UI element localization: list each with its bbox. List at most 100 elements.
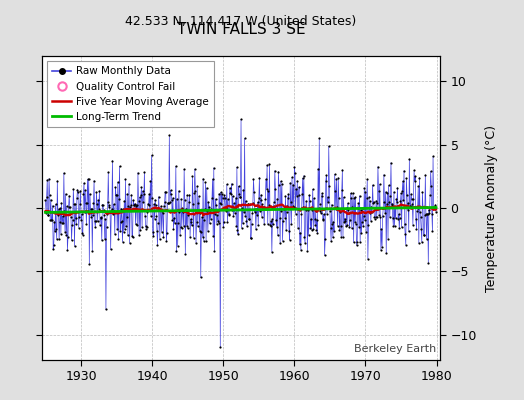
- Point: [234, 231, 242, 238]
- Point: [75, 201, 84, 207]
- Point: [140, 191, 148, 197]
- Point: [311, 222, 319, 228]
- Point: [323, 210, 331, 217]
- Point: [395, 225, 403, 232]
- Point: [216, 344, 224, 350]
- Point: [70, 200, 78, 207]
- Point: [129, 201, 138, 208]
- Point: [195, 227, 204, 234]
- Point: [82, 220, 91, 227]
- Point: [353, 242, 361, 248]
- Point: [110, 208, 118, 214]
- Point: [116, 228, 124, 234]
- Point: [78, 230, 86, 236]
- Point: [413, 204, 422, 211]
- Point: [212, 202, 220, 208]
- Point: [336, 209, 344, 216]
- Point: [255, 195, 263, 201]
- Point: [174, 219, 182, 226]
- Point: [179, 223, 188, 229]
- Point: [377, 226, 386, 232]
- Point: [256, 197, 265, 204]
- Point: [335, 226, 344, 233]
- Point: [376, 214, 385, 220]
- Point: [288, 174, 296, 180]
- Point: [288, 203, 297, 210]
- Point: [324, 143, 333, 150]
- Point: [198, 234, 206, 240]
- Point: [390, 223, 399, 229]
- Point: [344, 206, 353, 213]
- Point: [79, 232, 87, 238]
- Point: [60, 170, 68, 176]
- Point: [301, 240, 309, 246]
- Point: [282, 208, 291, 215]
- Point: [264, 188, 272, 194]
- Point: [359, 223, 367, 229]
- Point: [406, 203, 414, 209]
- Point: [375, 212, 384, 218]
- Point: [92, 189, 101, 195]
- Point: [188, 222, 196, 229]
- Point: [326, 225, 335, 231]
- Point: [266, 222, 274, 228]
- Point: [59, 220, 68, 226]
- Point: [88, 248, 96, 254]
- Point: [249, 200, 257, 206]
- Point: [300, 234, 309, 240]
- Point: [381, 210, 389, 216]
- Point: [65, 192, 73, 199]
- Point: [42, 210, 50, 216]
- Point: [315, 201, 324, 208]
- Point: [190, 234, 198, 241]
- Point: [48, 202, 57, 209]
- Point: [156, 236, 164, 242]
- Point: [322, 178, 330, 184]
- Point: [333, 223, 342, 229]
- Point: [129, 197, 137, 203]
- Point: [91, 218, 99, 224]
- Point: [299, 175, 307, 181]
- Point: [136, 227, 145, 234]
- Point: [289, 182, 298, 188]
- Point: [283, 203, 291, 209]
- Point: [170, 215, 178, 221]
- Point: [407, 191, 416, 197]
- Point: [353, 238, 362, 245]
- Point: [287, 221, 296, 227]
- Point: [377, 247, 385, 253]
- Point: [202, 237, 210, 244]
- Point: [151, 201, 160, 208]
- Point: [252, 206, 260, 212]
- Point: [351, 219, 359, 225]
- Point: [161, 188, 169, 195]
- Point: [346, 190, 355, 196]
- Point: [292, 186, 300, 192]
- Point: [400, 167, 408, 174]
- Text: Berkeley Earth: Berkeley Earth: [354, 344, 436, 354]
- Point: [82, 200, 90, 206]
- Point: [345, 210, 353, 217]
- Point: [131, 200, 139, 207]
- Point: [124, 203, 133, 209]
- Point: [114, 236, 123, 242]
- Point: [432, 208, 440, 215]
- Point: [211, 211, 219, 217]
- Point: [285, 228, 293, 235]
- Point: [310, 195, 318, 202]
- Point: [177, 224, 185, 230]
- Point: [277, 208, 286, 214]
- Point: [276, 240, 285, 246]
- Point: [428, 228, 436, 234]
- Point: [347, 225, 356, 232]
- Point: [431, 202, 440, 208]
- Point: [345, 224, 354, 230]
- Point: [404, 200, 412, 206]
- Point: [164, 200, 172, 206]
- Point: [154, 242, 162, 248]
- Point: [372, 214, 380, 220]
- Point: [425, 210, 434, 216]
- Point: [287, 199, 295, 205]
- Point: [226, 185, 234, 191]
- Point: [99, 202, 107, 208]
